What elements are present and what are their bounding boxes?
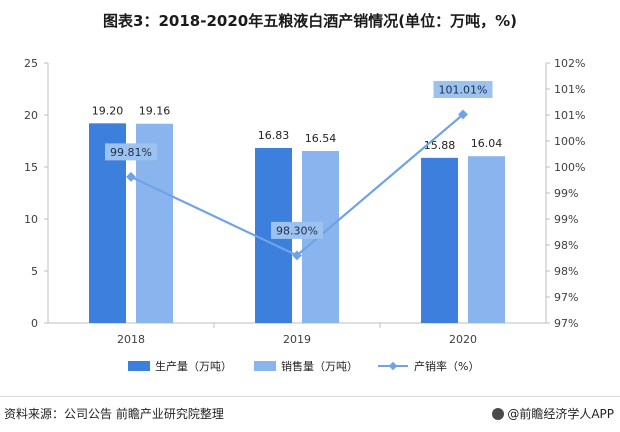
- footer-divider: [0, 396, 620, 397]
- legend-production-swatch: [128, 361, 150, 371]
- y-right-tick-label: 99%: [554, 187, 578, 200]
- rate-point: [126, 171, 136, 182]
- x-tick-label: 2020: [449, 333, 477, 346]
- legend-production-label: 生产量（万吨）: [155, 359, 232, 373]
- y-left-tick-label: 20: [24, 109, 38, 122]
- brand-credit-text: @前瞻经济学人APP: [507, 407, 614, 421]
- legend-rate-marker: [388, 361, 398, 371]
- rate-label-box: [433, 80, 493, 98]
- rate-value-label: 98.30%: [276, 224, 318, 237]
- source-note: 资料来源：公司公告 前瞻产业研究院整理: [4, 407, 224, 421]
- rate-label-box: [105, 143, 157, 161]
- y-right-tick-label: 101%: [554, 109, 585, 122]
- chart: 0 5 10 15 20 25 97% 97% 98% 98% 99% 99% 100% 100% 101%…: [24, 57, 585, 373]
- sales-value-label: 16.54: [305, 132, 337, 145]
- y-left-tick-label: 0: [31, 317, 38, 330]
- legend-rate-label: 产销率（%）: [414, 359, 479, 373]
- y-left-tick-label: 10: [24, 213, 38, 226]
- y-right-tick-label: 102%: [554, 57, 585, 70]
- production-bar: [421, 157, 458, 323]
- legend-sales-label: 销售量（万吨）: [281, 359, 358, 373]
- sales-value-label: 19.16: [139, 105, 171, 118]
- y-right-tick-label: 99%: [554, 213, 578, 226]
- y-right-tick-label: 101%: [554, 83, 585, 96]
- y-left-tick-label: 25: [24, 57, 38, 70]
- y-left-tick-label: 15: [24, 161, 38, 174]
- y-right-tick-label: 97%: [554, 291, 578, 304]
- legend-sales-swatch: [254, 361, 276, 371]
- production-value-label: 16.83: [258, 129, 290, 142]
- x-tick-label: 2019: [283, 333, 311, 346]
- rate-value-label: 101.01%: [439, 83, 488, 96]
- rate-label-box: [271, 221, 323, 239]
- sales-bar: [468, 156, 505, 323]
- y-left-tick-label: 5: [31, 265, 38, 278]
- rate-point: [292, 250, 302, 261]
- footer: 资料来源：公司公告 前瞻产业研究院整理 @前瞻经济学人APP: [0, 396, 620, 432]
- sales-value-label: 16.04: [471, 137, 503, 150]
- chart-title: 图表3：2018-2020年五粮液白酒产销情况(单位：万吨，%): [103, 12, 517, 30]
- y-right-tick-label: 100%: [554, 135, 585, 148]
- brand-logo-icon: [492, 408, 505, 420]
- x-tick-label: 2018: [117, 333, 145, 346]
- production-value-label: 19.20: [92, 104, 124, 117]
- production-value-label: 15.88: [424, 139, 456, 152]
- y-right-tick-label: 98%: [554, 265, 578, 278]
- rate-value-label: 99.81%: [110, 146, 152, 159]
- y-right-tick-label: 97%: [554, 317, 578, 330]
- y-right-tick-label: 98%: [554, 239, 578, 252]
- brand-credit: @前瞻经济学人APP: [492, 405, 614, 422]
- y-right-tick-label: 100%: [554, 161, 585, 174]
